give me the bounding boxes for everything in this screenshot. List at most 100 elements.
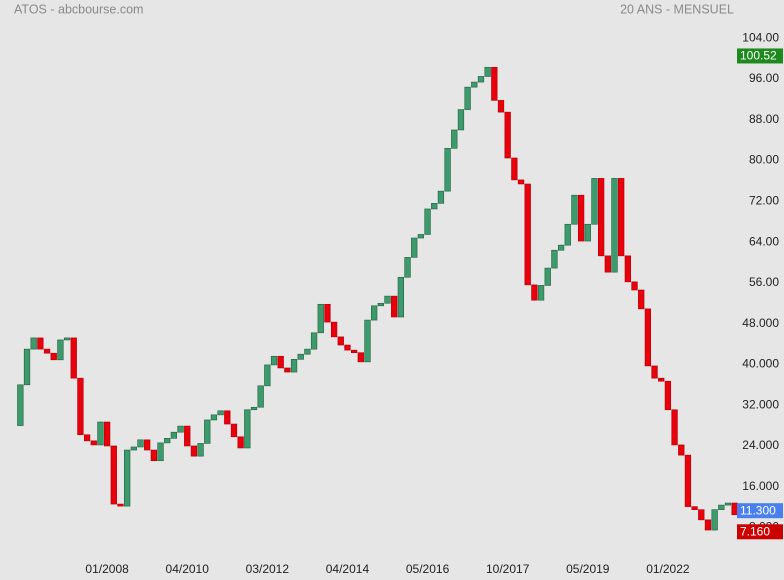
down-brick	[150, 449, 157, 462]
down-brick	[324, 303, 331, 323]
down-brick	[144, 439, 151, 451]
up-brick	[451, 129, 458, 149]
down-brick	[644, 308, 652, 367]
price-marker-label: 7.160	[740, 524, 770, 538]
up-brick	[411, 237, 418, 258]
up-brick	[197, 443, 204, 457]
up-brick	[170, 431, 178, 439]
y-tick-label: 16.000	[742, 479, 779, 493]
down-brick	[671, 409, 678, 446]
up-brick	[210, 414, 218, 421]
up-brick	[564, 223, 571, 246]
up-brick	[57, 339, 64, 361]
price-marker-label: 11.300	[740, 503, 776, 517]
up-brick	[397, 276, 405, 318]
price-marker	[737, 524, 783, 540]
down-brick	[598, 178, 605, 257]
down-brick	[618, 178, 625, 257]
y-tick-label: 96.00	[749, 71, 779, 85]
up-brick	[364, 319, 371, 363]
up-brick	[571, 194, 578, 225]
up-brick	[244, 409, 251, 449]
down-brick	[624, 255, 631, 283]
down-brick	[511, 157, 518, 181]
y-tick-label: 32.000	[742, 397, 779, 411]
price-marker	[737, 48, 783, 64]
down-brick	[237, 436, 244, 449]
up-brick	[250, 406, 258, 411]
down-brick	[517, 179, 525, 185]
x-tick-label: 04/2014	[326, 562, 370, 576]
x-tick-label: 01/2008	[85, 562, 129, 576]
up-brick	[130, 446, 137, 451]
down-brick	[577, 194, 585, 242]
up-brick	[718, 504, 725, 510]
up-brick	[377, 302, 384, 307]
x-tick-label: 05/2016	[406, 562, 450, 576]
up-brick	[317, 303, 324, 334]
up-brick	[137, 439, 144, 448]
up-brick	[304, 348, 311, 355]
up-brick	[557, 244, 565, 251]
up-brick	[471, 81, 478, 88]
up-brick	[464, 86, 471, 110]
x-tick-label: 03/2012	[246, 562, 290, 576]
up-brick	[297, 353, 304, 360]
y-tick-label: 56.00	[749, 275, 779, 289]
up-brick	[437, 190, 445, 204]
down-brick	[691, 506, 698, 510]
up-brick	[537, 285, 545, 301]
down-brick	[344, 344, 351, 351]
down-brick	[184, 425, 191, 447]
down-brick	[337, 336, 344, 346]
up-brick	[124, 449, 131, 507]
down-brick	[638, 289, 645, 310]
up-brick	[584, 223, 591, 242]
down-brick	[524, 183, 531, 286]
up-brick	[270, 355, 278, 366]
x-tick-label: 04/2010	[166, 562, 210, 576]
down-brick	[604, 255, 611, 273]
down-brick	[631, 281, 638, 291]
up-brick	[611, 178, 618, 273]
down-brick	[651, 365, 658, 379]
down-brick	[531, 284, 538, 301]
down-brick	[224, 410, 231, 425]
chart-title: ATOS - abcbourse.com	[14, 2, 143, 16]
down-brick	[698, 509, 705, 521]
price-marker	[737, 503, 783, 519]
down-brick	[103, 421, 111, 447]
up-brick	[204, 419, 211, 444]
up-brick	[457, 109, 465, 131]
up-brick	[484, 66, 491, 77]
up-brick	[177, 425, 184, 433]
up-brick	[431, 203, 438, 210]
y-tick-label: 72.00	[749, 193, 779, 207]
up-brick	[371, 305, 378, 321]
down-brick	[83, 434, 91, 442]
x-tick-label: 05/2019	[566, 562, 610, 576]
down-brick	[684, 454, 692, 507]
up-brick	[217, 410, 224, 416]
up-brick	[444, 148, 451, 192]
y-tick-label: 64.00	[749, 234, 779, 248]
down-brick	[731, 502, 738, 516]
down-brick	[357, 352, 364, 363]
up-brick	[63, 337, 71, 341]
up-brick	[711, 509, 718, 531]
down-brick	[110, 445, 117, 505]
chart-subtitle: 20 ANS - MENSUEL	[620, 2, 734, 16]
down-brick	[658, 377, 665, 382]
down-brick	[230, 423, 238, 438]
up-brick	[417, 234, 425, 239]
up-brick	[591, 178, 598, 225]
y-tick-label: 80.00	[749, 153, 779, 167]
up-brick	[257, 385, 264, 408]
down-brick	[284, 367, 291, 373]
down-brick	[70, 337, 77, 379]
down-brick	[678, 444, 685, 456]
y-tick-label: 104.00	[742, 30, 779, 44]
down-brick	[77, 377, 84, 436]
y-tick-label: 88.00	[749, 112, 779, 126]
